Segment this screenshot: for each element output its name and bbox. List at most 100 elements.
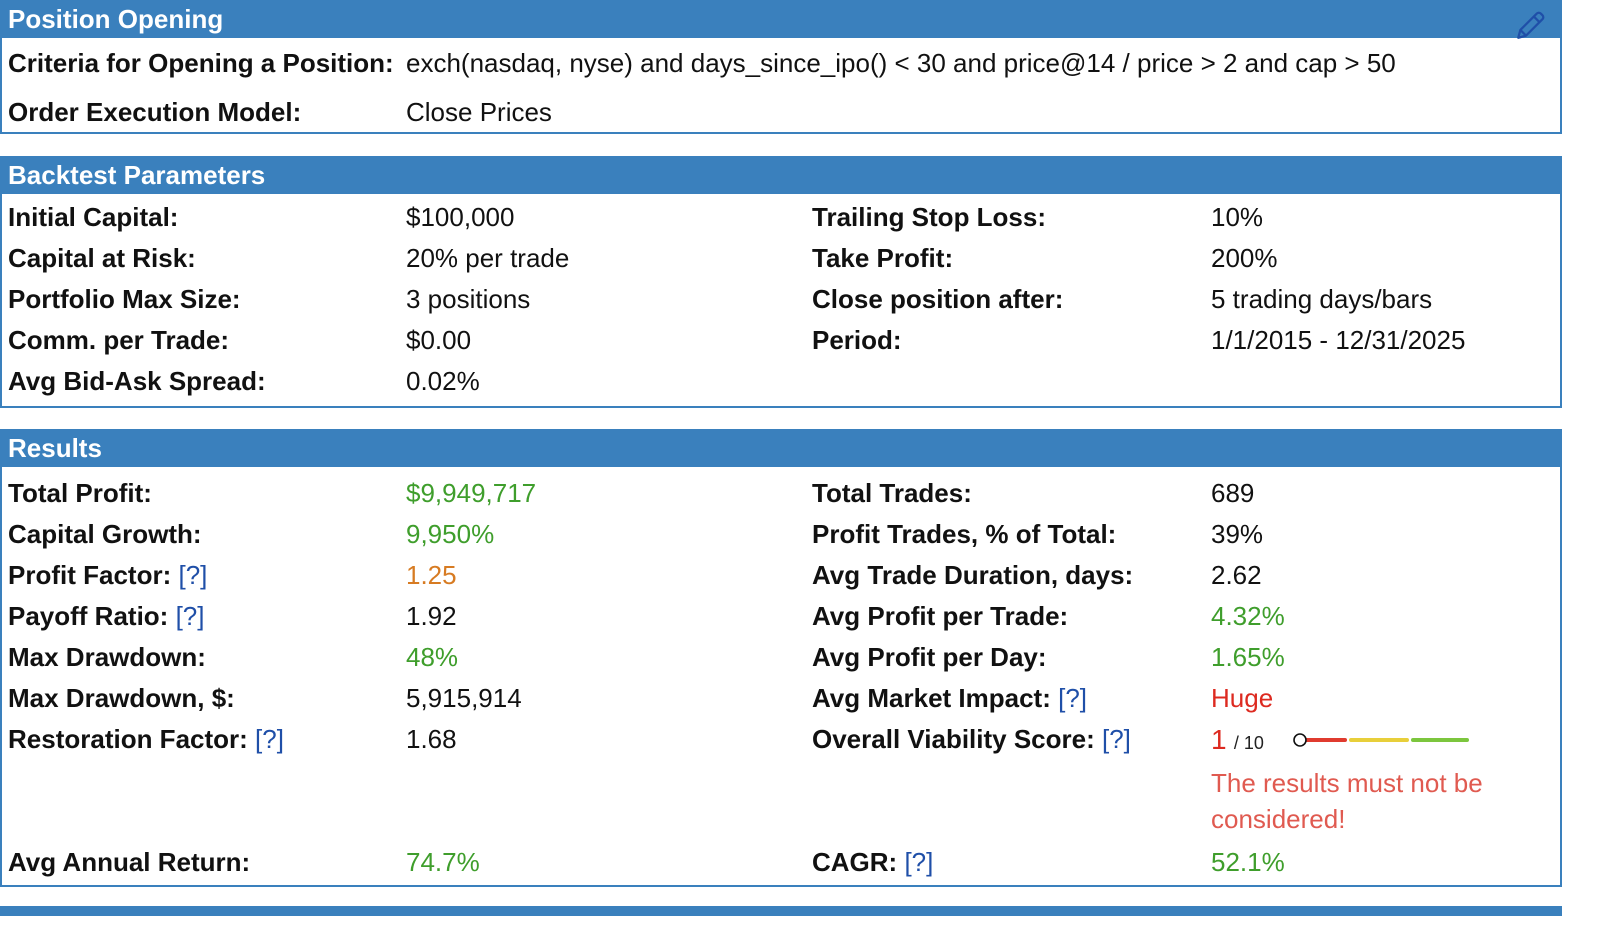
avg-annual-return-label: Avg Annual Return: xyxy=(8,847,251,877)
capital-at-risk-label: Capital at Risk: xyxy=(8,243,196,273)
restoration-factor-label: Restoration Factor: xyxy=(8,724,248,754)
avg-market-impact-value: Huge xyxy=(1211,683,1274,713)
backtest-row: Capital at Risk: 20% per trade Take Profit… xyxy=(2,238,1560,279)
max-drawdown-label-group: Max Drawdown: xyxy=(8,637,206,678)
viability-score-scale: / 10 xyxy=(1233,733,1264,753)
payoff-ratio-value: 1.92 xyxy=(406,601,457,631)
profit-factor-value: 1.25 xyxy=(406,560,457,590)
viability-gauge xyxy=(1293,733,1469,747)
capital-growth-value: 9,950% xyxy=(406,519,495,549)
payoff-ratio-help-link[interactable]: [?] xyxy=(175,601,205,631)
cagr-help-link[interactable]: [?] xyxy=(904,847,934,877)
total-profit-label: Total Profit: xyxy=(8,478,152,508)
viability-row: Overall Viability Score: [?] 1 / 10 xyxy=(2,719,1560,760)
close-position-after-label: Close position after: xyxy=(812,284,1064,314)
results-row: Profit Factor: [?] 1.25 Avg Trade Duration… xyxy=(2,555,1560,596)
profit-factor-label-group: Profit Factor: [?] xyxy=(8,555,207,596)
results-header: Results xyxy=(2,429,1560,467)
capital-growth-label-group: Capital Growth: xyxy=(8,514,202,555)
avg-profit-per-day-label: Avg Profit per Day: xyxy=(812,642,1047,672)
avg-profit-per-trade-value: 4.32% xyxy=(1211,601,1285,631)
profit-trades-of-total-label-group: Profit Trades, % of Total: xyxy=(812,514,1116,555)
results-row: Max Drawdown: 48% Avg Profit per Day: 1.65% xyxy=(2,637,1560,678)
take-profit-label: Take Profit: xyxy=(812,243,954,273)
backtest-row: Portfolio Max Size: 3 positions Close posi… xyxy=(2,279,1560,320)
backtest-row: Comm. per Trade: $0.00 Period: 1/1/2015 - 1… xyxy=(2,320,1560,361)
gauge-segment-green xyxy=(1411,738,1469,742)
take-profit-value: 200% xyxy=(1211,243,1278,273)
portfolio-max-size-value: 3 positions xyxy=(406,284,531,314)
total-trades-label-group: Total Trades: xyxy=(812,473,972,514)
avg-trade-duration-days-value: 2.62 xyxy=(1211,560,1262,590)
total-trades-label: Total Trades: xyxy=(812,478,972,508)
trailing-stop-loss-value: 10% xyxy=(1211,202,1264,232)
profit-trades-of-total-label: Profit Trades, % of Total: xyxy=(812,519,1117,549)
max-drawdown-value: 48% xyxy=(406,642,459,672)
comm-per-trade-value: $0.00 xyxy=(406,325,472,355)
viability-warning-line2: considered! xyxy=(1211,804,1346,834)
results-panel: Results Total Profit: $9,949,717 Total Tra… xyxy=(0,429,1562,887)
gauge-segment-red xyxy=(1297,738,1347,742)
total-trades-value: 689 xyxy=(1211,478,1255,508)
results-row: Capital Growth: 9,950% Profit Trades, % of… xyxy=(2,514,1560,555)
avg-profit-per-day-value: 1.65% xyxy=(1211,642,1285,672)
max-drawdown-value: 5,915,914 xyxy=(406,683,522,713)
viability-score: 1 / 10 xyxy=(1211,719,1264,764)
results-row: Payoff Ratio: [?] 1.92 Avg Profit per Trad… xyxy=(2,596,1560,637)
pencil-icon[interactable] xyxy=(1514,8,1548,42)
viability-score-value: 1 xyxy=(1211,724,1227,755)
period-label: Period: xyxy=(812,325,902,355)
avg-trade-duration-days-label-group: Avg Trade Duration, days: xyxy=(812,555,1133,596)
criteria-value: exch(nasdaq, nyse) and days_since_ipo() … xyxy=(406,48,1396,78)
max-drawdown-label: Max Drawdown: xyxy=(8,642,206,672)
restoration-factor-help-link[interactable]: [?] xyxy=(255,724,284,754)
portfolio-max-size-label: Portfolio Max Size: xyxy=(8,284,241,314)
total-profit-value: $9,949,717 xyxy=(406,478,537,508)
max-drawdown-label: Max Drawdown, $: xyxy=(8,683,235,713)
restoration-factor-label-group: Restoration Factor: [?] xyxy=(8,719,284,760)
avg-bid-ask-spread-label: Avg Bid-Ask Spread: xyxy=(8,366,266,396)
profit-factor-label: Profit Factor: xyxy=(8,560,172,590)
results-row: Max Drawdown, $: 5,915,914 Avg Market Impa… xyxy=(2,678,1560,719)
avg-profit-per-trade-label: Avg Profit per Trade: xyxy=(812,601,1069,631)
results-row: Restoration Factor: [?] 1.68 xyxy=(2,719,1560,760)
annual-return-row: Avg Annual Return: 74.7% CAGR: [?] 52.1% xyxy=(2,842,1560,883)
viability-label: Overall Viability Score: xyxy=(812,724,1095,754)
trailing-stop-loss-label: Trailing Stop Loss: xyxy=(812,202,1047,232)
avg-profit-per-day-label-group: Avg Profit per Day: xyxy=(812,637,1047,678)
backtest-parameters-panel: Backtest Parameters Initial Capital: $100… xyxy=(0,156,1562,408)
close-position-after-value: 5 trading days/bars xyxy=(1211,284,1433,314)
period-value: 1/1/2015 - 12/31/2025 xyxy=(1211,325,1466,355)
execution-label: Order Execution Model: xyxy=(8,97,302,127)
cagr-label: CAGR: xyxy=(812,847,898,877)
avg-bid-ask-spread-value: 0.02% xyxy=(406,366,480,396)
avg-market-impact-label-group: Avg Market Impact: [?] xyxy=(812,678,1087,719)
comm-per-trade-label: Comm. per Trade: xyxy=(8,325,230,355)
backtest-row: Avg Bid-Ask Spread: 0.02% xyxy=(2,361,1560,402)
avg-market-impact-help-link[interactable]: [?] xyxy=(1058,683,1088,713)
criteria-label: Criteria for Opening a Position: xyxy=(8,48,394,78)
profit-factor-help-link[interactable]: [?] xyxy=(178,560,208,590)
position-opening-panel: Position Opening Criteria for Opening a … xyxy=(0,0,1562,134)
initial-capital-label: Initial Capital: xyxy=(8,202,179,232)
criteria-row: Criteria for Opening a Position: exch(na… xyxy=(2,41,1560,85)
profit-trades-of-total-value: 39% xyxy=(1211,519,1264,549)
restoration-factor-value: 1.68 xyxy=(406,724,457,754)
max-drawdown-label-group: Max Drawdown, $: xyxy=(8,678,235,719)
cagr-value: 52.1% xyxy=(1211,847,1285,877)
gauge-marker xyxy=(1293,733,1307,747)
avg-annual-return-value: 74.7% xyxy=(406,847,480,877)
avg-trade-duration-days-label: Avg Trade Duration, days: xyxy=(812,560,1134,590)
execution-value: Close Prices xyxy=(406,97,552,127)
backtest-parameters-header: Backtest Parameters xyxy=(2,156,1560,194)
capital-growth-label: Capital Growth: xyxy=(8,519,202,549)
avg-market-impact-label: Avg Market Impact: xyxy=(812,683,1051,713)
gauge-segment-yellow xyxy=(1349,738,1409,742)
total-profit-label-group: Total Profit: xyxy=(8,473,152,514)
avg-profit-per-trade-label-group: Avg Profit per Trade: xyxy=(812,596,1068,637)
payoff-ratio-label: Payoff Ratio: xyxy=(8,601,169,631)
viability-warning-line1: The results must not be xyxy=(1211,768,1483,798)
viability-help-link[interactable]: [?] xyxy=(1102,724,1131,754)
results-row: Total Profit: $9,949,717 Total Trades: 689 xyxy=(2,473,1560,514)
execution-row: Order Execution Model: Close Prices xyxy=(2,90,1560,134)
